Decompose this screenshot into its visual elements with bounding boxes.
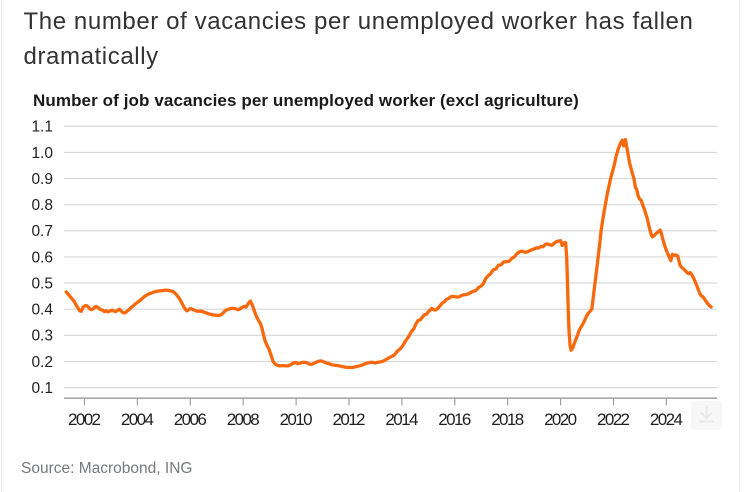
svg-text:1.0: 1.0 [31,145,53,162]
svg-text:2024: 2024 [650,410,683,429]
svg-text:2008: 2008 [227,410,260,429]
svg-text:2010: 2010 [280,410,313,429]
svg-text:0.5: 0.5 [31,276,53,293]
svg-text:2012: 2012 [332,410,365,429]
svg-text:1.1: 1.1 [31,119,53,136]
svg-text:2004: 2004 [121,410,154,429]
svg-text:0.6: 0.6 [31,249,53,266]
svg-text:0.4: 0.4 [31,302,53,319]
svg-text:0.1: 0.1 [31,380,53,397]
svg-text:0.3: 0.3 [31,328,53,345]
svg-text:2022: 2022 [597,410,630,429]
svg-text:2006: 2006 [174,410,207,429]
svg-text:0.9: 0.9 [31,171,53,188]
svg-text:2020: 2020 [544,410,577,429]
svg-text:0.8: 0.8 [31,197,53,214]
svg-text:2014: 2014 [385,410,418,429]
svg-text:2002: 2002 [68,410,101,429]
svg-text:2016: 2016 [438,410,471,429]
svg-text:2018: 2018 [491,410,524,429]
svg-text:0.7: 0.7 [31,223,53,240]
svg-text:0.2: 0.2 [31,354,53,371]
